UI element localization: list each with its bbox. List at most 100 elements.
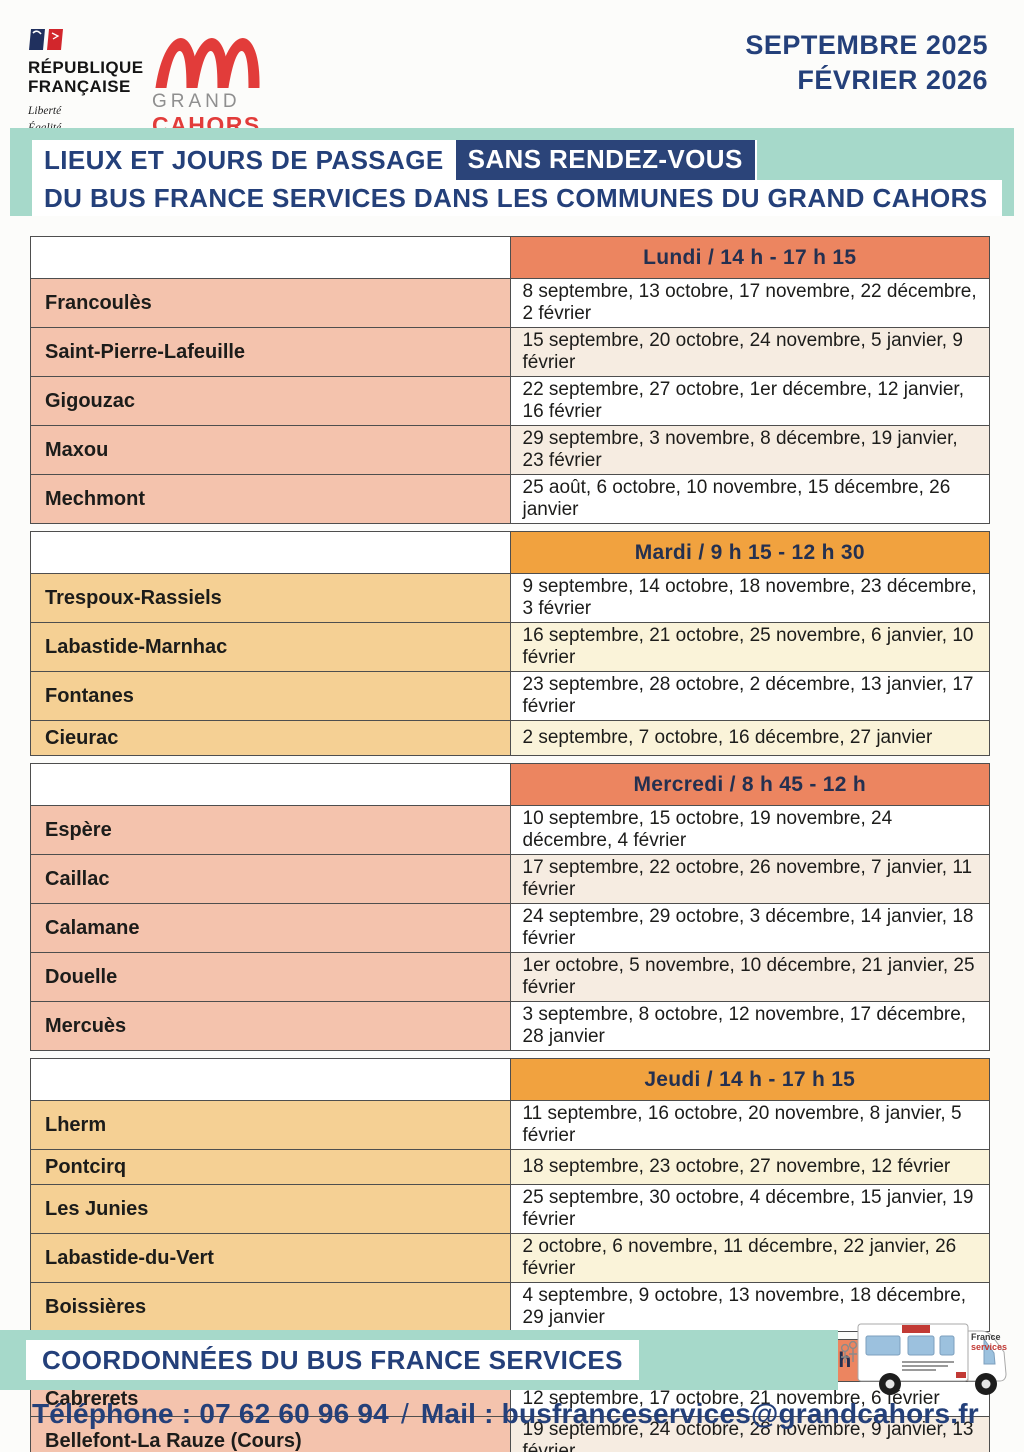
passage-dates: 10 septembre, 15 octobre, 19 novembre, 2… — [509, 805, 990, 855]
table-row: Cieurac 2 septembre, 7 octobre, 16 décemb… — [30, 720, 990, 756]
period-line2: FÉVRIER 2026 — [797, 65, 988, 96]
commune-name: Calamane — [30, 903, 511, 953]
table-row: Cabrerets 12 septembre, 17 octobre, 21 no… — [30, 1381, 990, 1417]
passage-dates: 8 septembre, 13 octobre, 17 novembre, 22… — [509, 278, 990, 328]
rf-name-line1: RÉPUBLIQUE — [28, 58, 144, 77]
passage-dates: 4 septembre, 9 octobre, 13 novembre, 18 … — [509, 1282, 990, 1332]
passage-dates: 23 septembre, 28 octobre, 2 décembre, 13… — [509, 671, 990, 721]
table-header-row: Jeudi / 14 h - 17 h 15 — [30, 1058, 990, 1101]
commune-name: Douelle — [30, 952, 511, 1002]
table-header-row: Mardi / 9 h 15 - 12 h 30 — [30, 531, 990, 574]
sans-rendez-vous-badge: SANS RENDEZ-VOUS — [455, 140, 755, 180]
footer-banner-title: COORDONNÉES DU BUS FRANCE SERVICES — [26, 1340, 639, 1380]
table-row: Caillac 17 septembre, 22 octobre, 26 nove… — [30, 854, 990, 904]
table-row: Les Junies 25 septembre, 30 octobre, 4 dé… — [30, 1184, 990, 1234]
commune-name: Cieurac — [30, 720, 511, 756]
table-row: Trespoux-Rassiels 9 septembre, 14 octobre… — [30, 573, 990, 623]
rf-name-line2: FRANÇAISE — [28, 77, 131, 97]
commune-name: Maxou — [30, 425, 511, 475]
table-row: Fontanes 23 septembre, 28 octobre, 2 déce… — [30, 671, 990, 721]
contact-separator: / — [400, 1398, 409, 1429]
empty-corner-cell — [30, 763, 511, 806]
table-row: Labastide-Marnhac 16 septembre, 21 octobr… — [30, 622, 990, 672]
schedule-table-mercredi: Mercredi / 8 h 45 - 12 h Espère 10 septemb… — [30, 763, 990, 1051]
commune-name: Espère — [30, 805, 511, 855]
table-header-row: Mercredi / 8 h 45 - 12 h — [30, 763, 990, 806]
title-line2-text: DU BUS FRANCE SERVICES DANS LES COMMUNES… — [44, 182, 988, 213]
table-row: Gigouzac 22 septembre, 27 octobre, 1er dé… — [30, 376, 990, 426]
schedule-table-lundi: Lundi / 14 h - 17 h 15 Francoulès 8 septem… — [30, 236, 990, 524]
commune-name: Gigouzac — [30, 376, 511, 426]
table-row: Espère 10 septembre, 15 octobre, 19 novem… — [30, 805, 990, 855]
table-row: Mechmont 25 août, 6 octobre, 10 novembre,… — [30, 474, 990, 524]
table-row: Douelle 1er octobre, 5 novembre, 10 décem… — [30, 952, 990, 1002]
day-header-mardi: Mardi / 9 h 15 - 12 h 30 — [509, 531, 990, 574]
commune-name: Labastide-Marnhac — [30, 622, 511, 672]
rf-name: RÉPUBLIQUE FRANÇAISE — [28, 58, 148, 96]
title-line1-text: LIEUX ET JOURS DE PASSAGE — [44, 144, 444, 175]
passage-dates: 9 septembre, 14 octobre, 18 novembre, 23… — [509, 573, 990, 623]
commune-name: Francoulès — [30, 278, 511, 328]
phone-label: Téléphone : — [32, 1398, 192, 1429]
passage-dates: 1er octobre, 5 novembre, 10 décembre, 21… — [509, 952, 990, 1002]
bus-text-france: France — [971, 1332, 1001, 1342]
table-row: Boissières 4 septembre, 9 octobre, 13 nov… — [30, 1282, 990, 1332]
passage-dates: 19 septembre, 24 octobre, 28 novembre, 9… — [509, 1416, 990, 1452]
commune-name: Caillac — [30, 854, 511, 904]
passage-dates: 25 août, 6 octobre, 10 novembre, 15 déce… — [509, 474, 990, 524]
day-header-jeudi: Jeudi / 14 h - 17 h 15 — [509, 1058, 990, 1101]
commune-name: Trespoux-Rassiels — [30, 573, 511, 623]
passage-dates: 3 septembre, 8 octobre, 12 novembre, 17 … — [509, 1001, 990, 1051]
period-line1: SEPTEMBRE 2025 — [745, 30, 988, 60]
day-header-lundi: Lundi / 14 h - 17 h 15 — [509, 236, 990, 279]
commune-name: Bellefont-La Rauze (Cours) — [30, 1416, 511, 1452]
passage-dates: 17 septembre, 22 octobre, 26 novembre, 7… — [509, 854, 990, 904]
commune-name: Boissières — [30, 1282, 511, 1332]
phone-number: 07 62 60 96 94 — [199, 1398, 389, 1429]
passage-dates: 22 septembre, 27 octobre, 1er décembre, … — [509, 376, 990, 426]
mail-label: Mail : — [420, 1398, 494, 1429]
passage-dates: 2 octobre, 6 novembre, 11 décembre, 22 j… — [509, 1233, 990, 1283]
title-line2: DU BUS FRANCE SERVICES DANS LES COMMUNES… — [32, 180, 1002, 216]
rf-motto-liberte: Liberté — [28, 105, 62, 118]
contact-line: Téléphone : 07 62 60 96 94 / Mail : busf… — [32, 1398, 992, 1430]
footer-banner: COORDONNÉES DU BUS FRANCE SERVICES — [0, 1330, 838, 1390]
grand-cahors-arches-icon — [155, 38, 260, 88]
passage-dates: 25 septembre, 30 octobre, 4 décembre, 15… — [509, 1184, 990, 1234]
title-line1: LIEUX ET JOURS DE PASSAGE SANS RENDEZ-VO… — [32, 140, 757, 180]
passage-dates: 11 septembre, 16 octobre, 20 novembre, 8… — [509, 1100, 990, 1150]
commune-name: Les Junies — [30, 1184, 511, 1234]
passage-dates: 15 septembre, 20 octobre, 24 novembre, 5… — [509, 327, 990, 377]
schedule-tables: Lundi / 14 h - 17 h 15 Francoulès 8 septem… — [30, 236, 990, 1452]
commune-name: Labastide-du-Vert — [30, 1233, 511, 1283]
commune-name: Pontcirq — [30, 1149, 511, 1185]
bus-text-services: services — [971, 1342, 1007, 1352]
schedule-table-jeudi: Jeudi / 14 h - 17 h 15 Lherm 11 septembre,… — [30, 1058, 990, 1332]
table-row: Maxou 29 septembre, 3 novembre, 8 décembr… — [30, 425, 990, 475]
passage-dates: 29 septembre, 3 novembre, 8 décembre, 19… — [509, 425, 990, 475]
commune-name: Fontanes — [30, 671, 511, 721]
france-services-bus-illustration: France services — [840, 1323, 1007, 1395]
commune-name: Saint-Pierre-Lafeuille — [30, 327, 511, 377]
grand-cahors-grand: GRAND — [152, 91, 241, 112]
commune-name: Lherm — [30, 1100, 511, 1150]
table-row: Labastide-du-Vert 2 octobre, 6 novembre, … — [30, 1233, 990, 1283]
french-flag-icon — [29, 29, 63, 50]
day-header-mercredi: Mercredi / 8 h 45 - 12 h — [509, 763, 990, 806]
table-row: Calamane 24 septembre, 29 octobre, 3 déce… — [30, 903, 990, 953]
period-dates: SEPTEMBRE 2025 FÉVRIER 2026 — [745, 28, 988, 98]
commune-name: Mercuès — [30, 1001, 511, 1051]
table-row: Bellefont-La Rauze (Cours) 19 septembre, … — [30, 1416, 990, 1452]
passage-dates: 24 septembre, 29 octobre, 3 décembre, 14… — [509, 903, 990, 953]
table-row: Mercuès 3 septembre, 8 octobre, 12 novemb… — [30, 1001, 990, 1051]
table-row: Pontcirq 18 septembre, 23 octobre, 27 nov… — [30, 1149, 990, 1185]
table-header-row: Lundi / 14 h - 17 h 15 — [30, 236, 990, 279]
empty-corner-cell — [30, 236, 511, 279]
empty-corner-cell — [30, 1058, 511, 1101]
table-row: Lherm 11 septembre, 16 octobre, 20 novemb… — [30, 1100, 990, 1150]
passage-dates: 16 septembre, 21 octobre, 25 novembre, 6… — [509, 622, 990, 672]
table-row: Saint-Pierre-Lafeuille 15 septembre, 20 o… — [30, 327, 990, 377]
schedule-table-mardi: Mardi / 9 h 15 - 12 h 30 Trespoux-Rassiel… — [30, 531, 990, 756]
passage-dates: 2 septembre, 7 octobre, 16 décembre, 27 … — [509, 720, 990, 756]
